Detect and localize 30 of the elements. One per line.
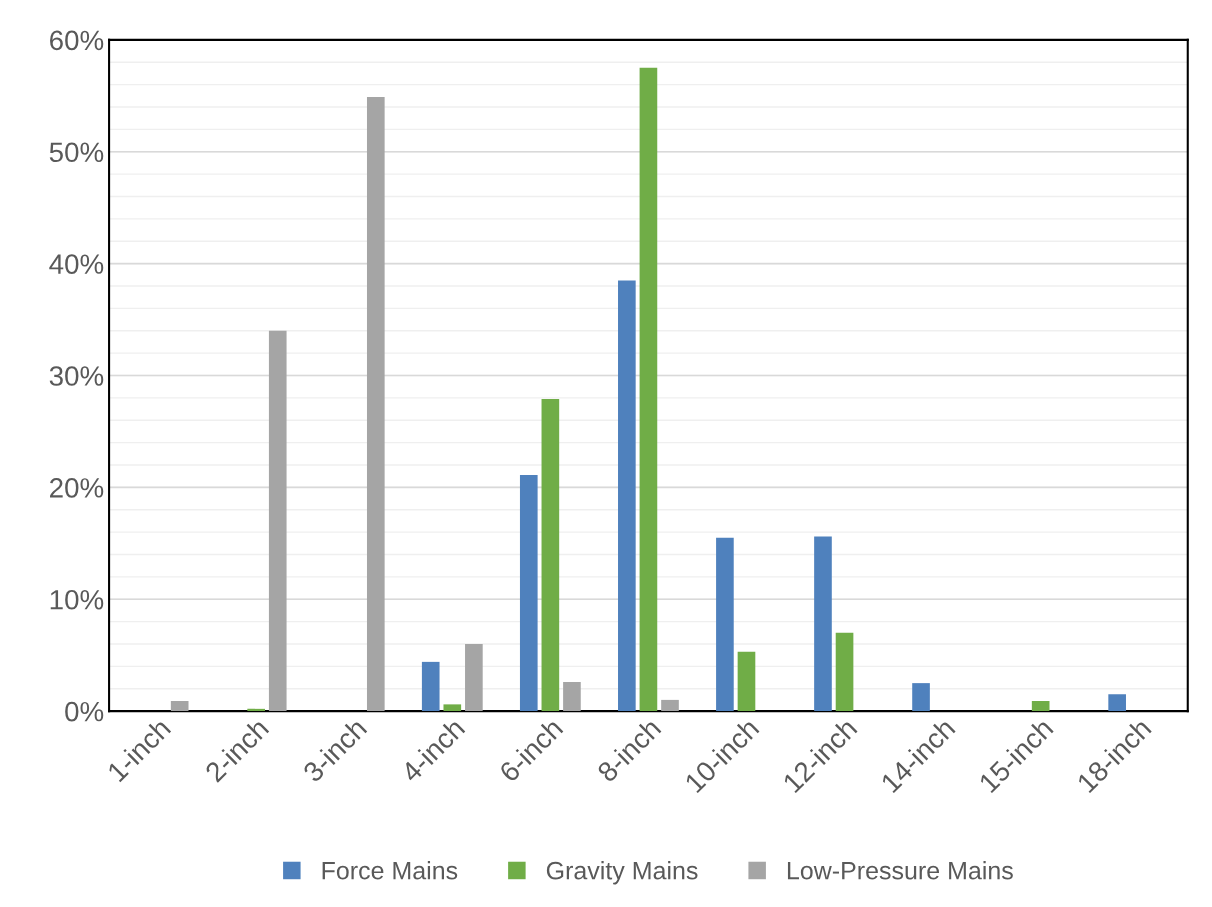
- y-tick-label: 20%: [50, 478, 104, 498]
- legend-label: Low-Pressure Mains: [787, 861, 1013, 880]
- y-tick-label: 50%: [49, 142, 104, 163]
- y-tick-label: 30%: [49, 366, 104, 386]
- bar: [268, 330, 287, 712]
- legend-label: Gravity Mains: [546, 861, 698, 885]
- bar: [170, 701, 189, 712]
- bar: [519, 475, 538, 712]
- legend-label: Force Mains: [322, 861, 458, 880]
- bar: [814, 536, 832, 712]
- bar: [639, 67, 658, 712]
- bar: [563, 682, 581, 712]
- bar: [465, 643, 483, 712]
- bar: [541, 398, 560, 712]
- bar: [443, 704, 462, 712]
- bar: [1108, 694, 1126, 712]
- bar: [835, 632, 854, 712]
- bar: [1031, 701, 1050, 712]
- bar: [366, 96, 385, 712]
- y-tick-label: 0%: [65, 701, 104, 722]
- y-tick-label: 40%: [49, 254, 104, 274]
- bar: [618, 280, 636, 712]
- bar: [661, 699, 679, 712]
- y-tick-label: 10%: [50, 589, 104, 610]
- bar: [716, 537, 734, 712]
- bar: [421, 661, 440, 712]
- y-tick-label: 60%: [50, 30, 104, 51]
- bar: [912, 683, 930, 712]
- bar: [247, 708, 265, 712]
- bar: [737, 651, 756, 712]
